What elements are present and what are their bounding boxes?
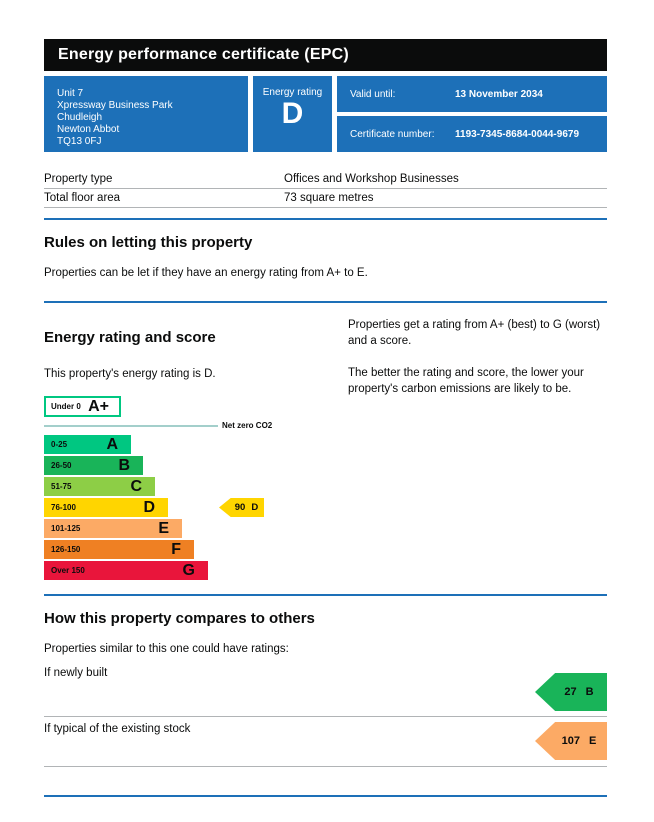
certificate-number-box: Certificate number: 1193-7345-8684-0044-…	[337, 116, 607, 152]
epc-band-letter: C	[130, 478, 142, 495]
comparison-label: If newly built	[44, 667, 108, 679]
epc-band-letter: A+	[88, 397, 109, 415]
rating-info-paragraph-2: The better the rating and score, the low…	[348, 367, 584, 395]
comparison-row: If typical of the existing stock 107 E	[44, 717, 607, 767]
current-rating-score: 90	[234, 502, 246, 513]
epc-band-letter: G	[182, 562, 195, 579]
energy-rating-label: Energy rating	[262, 87, 323, 98]
epc-band-bar: 26-50 B	[44, 456, 143, 475]
epc-band-row: Over 150 G	[44, 561, 348, 580]
rating-section-right: Properties get a rating from A+ (best) t…	[348, 315, 607, 582]
epc-band-range: 101-125	[51, 524, 81, 533]
epc-band-letter: D	[143, 499, 155, 516]
property-detail-value: Offices and Workshop Businesses	[284, 170, 607, 189]
epc-band-range: 0-25	[51, 440, 68, 449]
property-detail-row: Property type Offices and Workshop Busin…	[44, 170, 607, 189]
epc-band-range: 126-150	[51, 545, 81, 554]
epc-band-letter: F	[171, 541, 181, 558]
property-details-table: Property type Offices and Workshop Busin…	[44, 170, 607, 208]
current-rating-text: This property's energy rating is D.	[44, 368, 216, 380]
comparison-section: How this property compares to others Pro…	[44, 610, 607, 767]
address-line: TQ13 0FJ	[57, 136, 102, 147]
epc-band-bar: 126-150 F	[44, 540, 194, 559]
rating-heading: Energy rating and score	[44, 329, 216, 346]
rules-section: Rules on letting this property Propertie…	[44, 234, 607, 281]
epc-band-row: 76-100 D 90 D	[44, 498, 348, 517]
comparison-label: If typical of the existing stock	[44, 723, 191, 735]
address-line: Newton Abbot	[57, 124, 120, 135]
epc-band-bar: 0-25 A	[44, 435, 131, 454]
section-divider	[44, 594, 607, 596]
rating-info-paragraph-1: Properties get a rating from A+ (best) t…	[348, 319, 601, 347]
epc-band-bar: 51-75 C	[44, 477, 155, 496]
energy-rating-value: D	[281, 97, 304, 130]
certificate-number-value: 1193-7345-8684-0044-9679	[455, 128, 579, 140]
property-detail-value: 73 square metres	[284, 188, 607, 208]
property-detail-row: Total floor area 73 square metres	[44, 188, 607, 208]
section-divider	[44, 301, 607, 303]
epc-rating-chart: Under 0 A+ Net zero CO2 0-25 A	[44, 396, 348, 580]
valid-until-value: 13 November 2034	[455, 88, 543, 100]
address-line: Xpressway Business Park	[57, 100, 173, 111]
comparison-score: 107	[561, 735, 580, 747]
comparison-band: E	[589, 735, 597, 747]
epc-bands: 0-25 A 26-50 B	[44, 435, 348, 580]
epc-band-bar: 76-100 D	[44, 498, 168, 517]
comparison-rating-arrow: 27 B	[535, 673, 607, 711]
comparison-rows: If newly built 27 B If typical of the ex…	[44, 665, 607, 767]
epc-band-row: 26-50 B	[44, 456, 348, 475]
comparison-intro: Properties similar to this one could hav…	[44, 643, 289, 655]
comparison-band: B	[585, 686, 594, 698]
comparison-score: 27	[564, 686, 577, 698]
epc-band-range: 51-75	[51, 482, 72, 491]
valid-until-label: Valid until:	[350, 88, 396, 100]
epc-band-letter: B	[118, 457, 130, 474]
rules-heading: Rules on letting this property	[44, 234, 253, 251]
epc-band-row: 101-125 E	[44, 519, 348, 538]
energy-rating-box: Energy rating D	[253, 76, 332, 152]
property-detail-label: Total floor area	[44, 188, 284, 208]
current-rating-band: D	[251, 502, 259, 513]
address-line: Unit 7	[57, 88, 84, 99]
section-divider	[44, 218, 607, 220]
epc-band-row: 126-150 F	[44, 540, 348, 559]
valid-until-box: Valid until: 13 November 2034	[337, 76, 607, 112]
epc-band-bar: Over 150 G	[44, 561, 208, 580]
net-zero-marker: Net zero CO2	[44, 421, 348, 430]
epc-certificate-page: Energy performance certificate (EPC) Uni…	[44, 39, 607, 797]
page-title: Energy performance certificate (EPC)	[58, 46, 349, 63]
epc-band-range: Under 0	[51, 402, 81, 411]
epc-band-letter: A	[106, 436, 118, 453]
epc-band-range: 76-100	[51, 503, 76, 512]
energy-rating-section: Energy rating and score This property's …	[44, 315, 607, 582]
epc-band-letter: E	[158, 520, 169, 537]
certificate-number-label: Certificate number:	[350, 128, 435, 140]
rating-section-left: Energy rating and score This property's …	[44, 315, 348, 582]
epc-band-a-plus: Under 0 A+	[44, 396, 121, 417]
epc-band-range: 26-50	[51, 461, 72, 470]
epc-band-row: 0-25 A	[44, 435, 348, 454]
certificate-title-bar: Energy performance certificate (EPC)	[44, 39, 607, 71]
section-divider	[44, 795, 607, 797]
certificate-meta: Valid until: 13 November 2034 Certificat…	[337, 76, 607, 152]
epc-band-row: 51-75 C	[44, 477, 348, 496]
comparison-row: If newly built 27 B	[44, 665, 607, 717]
certificate-summary: Unit 7 Xpressway Business Park Chudleigh Ne…	[44, 76, 607, 152]
comparison-rating-arrow: 107 E	[535, 722, 607, 760]
property-address: Unit 7 Xpressway Business Park Chudleigh Ne…	[44, 76, 248, 152]
comparison-heading: How this property compares to others	[44, 610, 315, 627]
epc-band-bar: 101-125 E	[44, 519, 182, 538]
rules-body: Properties can be let if they have an en…	[44, 267, 368, 279]
property-detail-label: Property type	[44, 170, 284, 189]
address-line: Chudleigh	[57, 112, 103, 123]
current-rating-pointer: 90 D	[219, 498, 264, 517]
epc-band-range: Over 150	[51, 566, 85, 575]
net-zero-line	[44, 424, 218, 427]
net-zero-label: Net zero CO2	[222, 421, 273, 430]
